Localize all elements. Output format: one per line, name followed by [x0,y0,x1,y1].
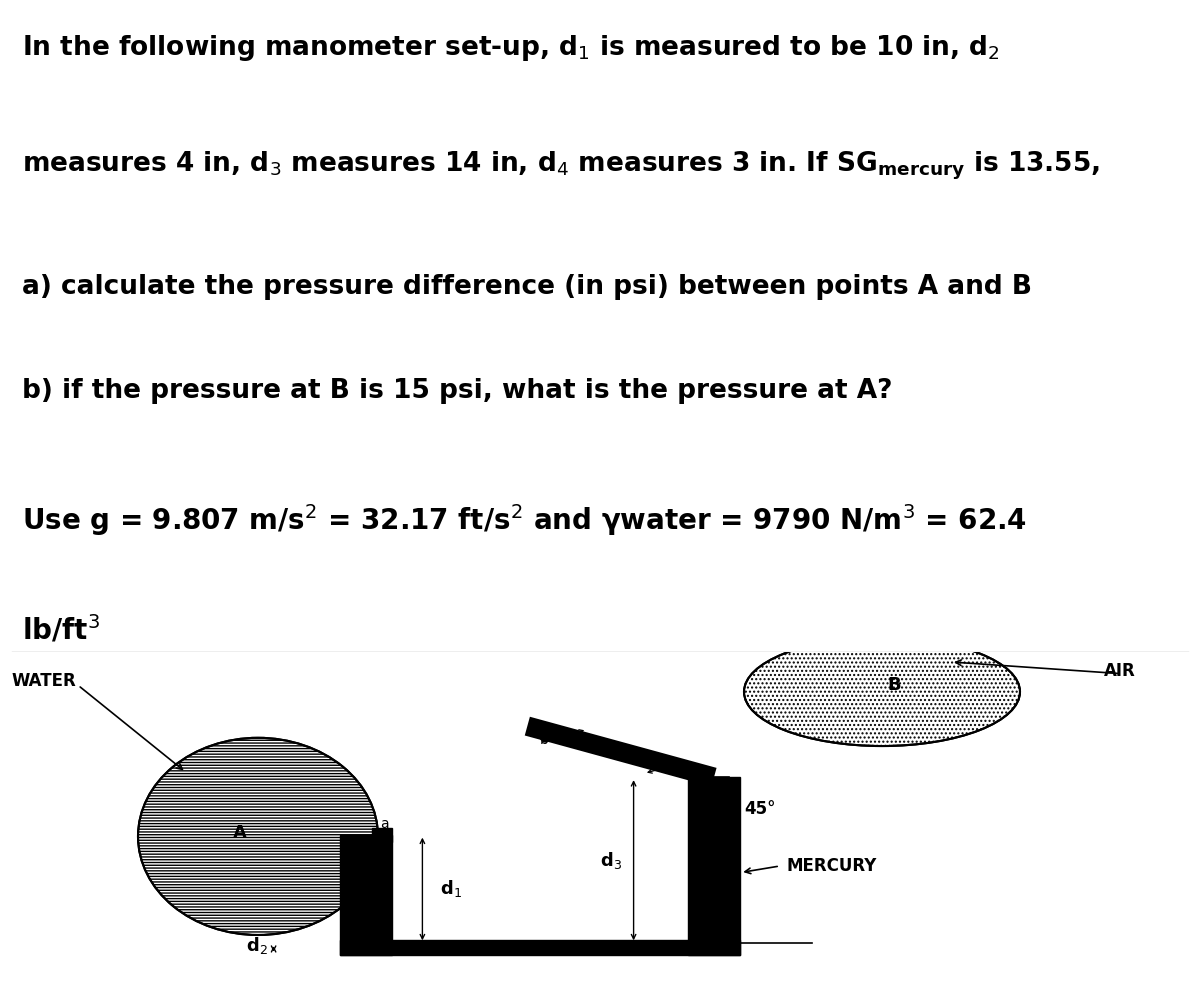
Bar [372,828,392,842]
Text: In the following manometer set-up, d$_1$ is measured to be 10 in, d$_2$: In the following manometer set-up, d$_1$… [22,32,1000,63]
Text: MERCURY: MERCURY [786,857,876,875]
Text: 45°: 45° [744,800,775,818]
Text: b) if the pressure at B is 15 psi, what is the pressure at A?: b) if the pressure at B is 15 psi, what … [22,379,892,404]
Text: a) calculate the pressure difference (in psi) between points A and B: a) calculate the pressure difference (in… [22,274,1032,300]
Ellipse shape [744,638,1020,746]
Text: AIR: AIR [1104,662,1135,680]
Text: d$_3$: d$_3$ [600,850,622,871]
Ellipse shape [138,738,378,935]
Text: b: b [539,733,548,747]
Text: d$_2$: d$_2$ [246,935,268,956]
Text: A: A [233,824,247,842]
Text: WATER: WATER [12,672,77,690]
Bar [340,940,740,955]
Text: B: B [887,676,901,695]
Text: a: a [380,817,389,831]
Text: d$_4$: d$_4$ [533,718,564,749]
Bar [688,777,740,955]
Text: Use g = 9.807 m/s$^2$ = 32.17 ft/s$^2$ and $\mathbf{\gamma}$water = 9790 N/m$^3$: Use g = 9.807 m/s$^2$ = 32.17 ft/s$^2$ a… [22,502,1027,539]
Text: lb/ft$^3$: lb/ft$^3$ [22,613,100,645]
Text: measures 4 in, d$_3$ measures 14 in, d$_4$ measures 3 in. If SG$_\mathregular{me: measures 4 in, d$_3$ measures 14 in, d$_… [22,150,1099,182]
Text: d$_1$: d$_1$ [440,878,462,900]
Bar [340,835,392,955]
